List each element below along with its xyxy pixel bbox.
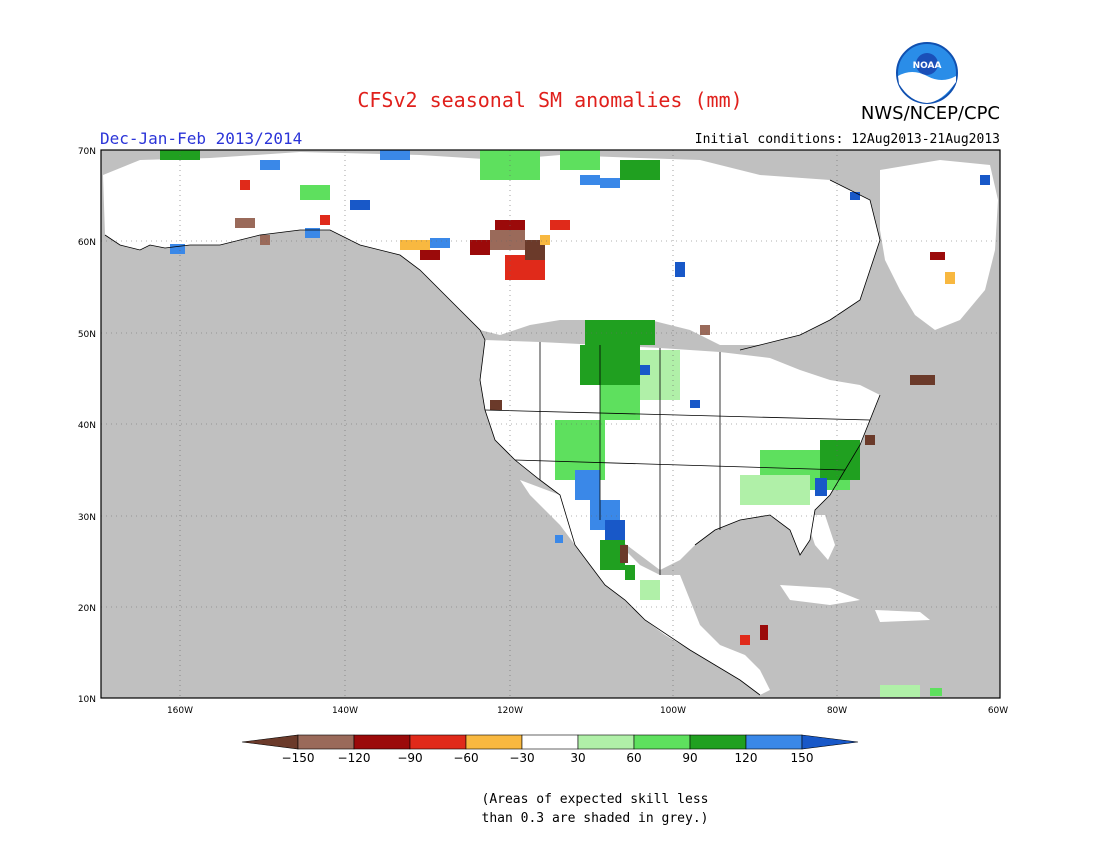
map-frame [100,149,1001,699]
lat-tick: 30N [78,513,96,523]
lon-tick: 80W [827,706,847,716]
colorbar-segment [689,734,747,750]
season-label: Dec-Jan-Feb 2013/2014 [100,129,303,148]
colorbar-segment [353,734,411,750]
colorbar-segment [521,734,579,750]
lat-axis: 70N 60N 50N 40N 30N 20N 10N [78,147,96,705]
colorbar: −150 −120 −90 −60 −30 30 60 90 120 150 [241,734,859,765]
skill-note-line2: than 0.3 are shaded in grey.) [481,811,709,826]
colorbar-segment [297,734,355,750]
colorbar-label: −60 [453,751,478,765]
colorbar-segment [801,734,859,750]
map-title: CFSv2 seasonal SM anomalies (mm) [357,88,743,112]
svg-text:NOAA: NOAA [913,61,942,71]
lat-tick: 10N [78,695,96,705]
colorbar-segment [633,734,691,750]
colorbar-label: −30 [509,751,534,765]
lon-tick: 60W [988,706,1008,716]
lat-tick: 40N [78,421,96,431]
lat-tick: 20N [78,604,96,614]
colorbar-label: 60 [626,751,641,765]
lon-tick: 120W [497,706,523,716]
colorbar-label: −90 [397,751,422,765]
lon-tick: 140W [332,706,358,716]
lat-tick: 70N [78,147,96,157]
colorbar-segment [409,734,467,750]
colorbar-label: 120 [735,751,758,765]
skill-note-line1: (Areas of expected skill less [481,792,709,807]
colorbar-segment [241,734,299,750]
colorbar-label: 90 [682,751,697,765]
colorbar-label: 150 [791,751,814,765]
initial-conditions-label: Initial conditions: 12Aug2013-21Aug2013 [694,132,1000,147]
colorbar-label: −150 [282,751,315,765]
colorbar-segment [577,734,635,750]
lat-tick: 60N [78,238,96,248]
lon-tick: 100W [660,706,686,716]
colorbar-segment [745,734,803,750]
lat-tick: 50N [78,330,96,340]
agency-label: NWS/NCEP/CPC [860,103,1000,124]
lon-axis: 160W 140W 120W 100W 80W 60W [167,706,1008,716]
noaa-logo: NOAA [896,42,958,104]
colorbar-label: 30 [570,751,585,765]
colorbar-label: −120 [338,751,371,765]
coastlines [104,179,881,696]
colorbar-segment [465,734,523,750]
lon-tick: 160W [167,706,193,716]
